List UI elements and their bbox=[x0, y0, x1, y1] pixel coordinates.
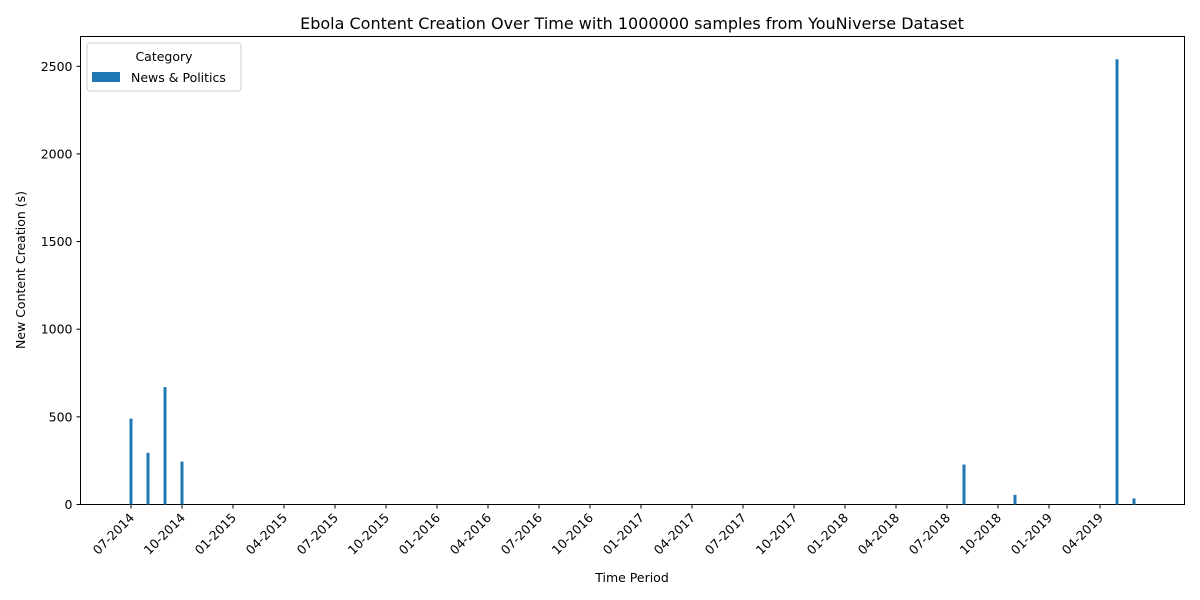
legend: Category News & Politics bbox=[86, 42, 242, 92]
bar bbox=[962, 464, 966, 505]
legend-box bbox=[86, 42, 242, 92]
bar-series-news-politics bbox=[129, 59, 1136, 505]
plot-frame bbox=[80, 36, 1185, 505]
y-axis: 0 500 1000 1500 2000 2500 bbox=[41, 59, 81, 512]
x-axis-label: Time Period bbox=[594, 570, 669, 585]
bar bbox=[146, 452, 150, 505]
y-tick-label: 2500 bbox=[41, 59, 73, 74]
bar bbox=[1132, 498, 1136, 505]
plot-area bbox=[80, 36, 1185, 505]
legend-title: Category bbox=[135, 49, 193, 64]
y-tick-label: 2000 bbox=[41, 146, 73, 161]
y-tick-label: 0 bbox=[65, 497, 73, 512]
bar bbox=[1115, 59, 1119, 505]
y-axis-label: New Content Creation (s) bbox=[13, 191, 28, 349]
chart-title: Ebola Content Creation Over Time with 10… bbox=[300, 14, 964, 33]
legend-entry-label: News & Politics bbox=[131, 70, 226, 85]
bar bbox=[1013, 494, 1017, 505]
y-tick-label: 500 bbox=[49, 409, 73, 424]
bar bbox=[180, 461, 184, 505]
y-tick-label: 1500 bbox=[41, 234, 73, 249]
bar bbox=[163, 387, 167, 505]
legend-swatch bbox=[92, 72, 120, 82]
y-tick-label: 1000 bbox=[41, 322, 73, 337]
bar bbox=[129, 418, 133, 505]
